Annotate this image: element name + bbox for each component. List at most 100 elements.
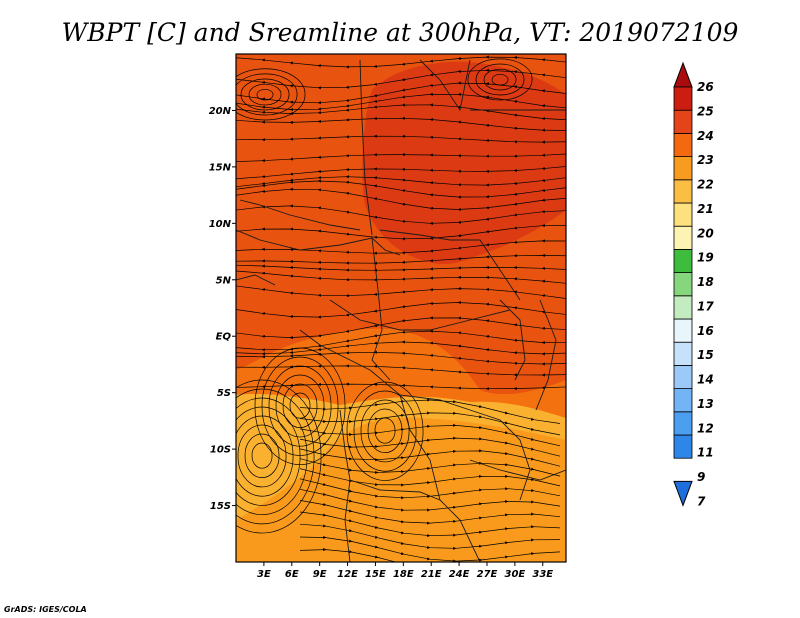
streamline <box>483 68 517 91</box>
colorbar-swatch <box>673 364 693 389</box>
colorbar-label: 17 <box>697 299 714 313</box>
streamline <box>299 458 561 477</box>
colorbar-label: 22 <box>697 178 714 192</box>
colorbar-label: 18 <box>697 275 714 289</box>
lat-tick-label: 5S <box>217 388 231 399</box>
country-border <box>236 274 276 286</box>
streamline <box>299 468 561 487</box>
country-border <box>379 229 521 301</box>
country-border <box>469 409 531 501</box>
streamline <box>236 350 566 366</box>
streamline <box>475 63 525 96</box>
colorbar-lower-arrow <box>673 480 693 507</box>
streamline <box>374 417 396 444</box>
streamline <box>360 399 410 463</box>
streamline <box>236 134 566 144</box>
lon-tick-label: 15E <box>365 569 386 580</box>
longitude-axis: 3E 6E 9E 12E 15E 18E 21E 24E 27E 30E 33E <box>257 562 553 580</box>
streamline <box>256 89 274 101</box>
colorbar-upper-arrow <box>673 61 693 88</box>
lat-tick-label: 20N <box>209 106 232 117</box>
streamline <box>289 392 311 419</box>
country-border <box>236 229 401 256</box>
lon-tick-label: 12E <box>337 569 358 580</box>
streamline <box>299 547 535 562</box>
country-border <box>239 199 361 231</box>
colorbar-label: 14 <box>697 373 714 387</box>
country-border <box>499 299 526 381</box>
streamline <box>236 204 566 225</box>
streamline <box>236 55 566 69</box>
lon-tick-label: 21E <box>421 569 442 580</box>
streamline <box>236 406 301 506</box>
streamline <box>299 436 561 457</box>
colorbar-label: 24 <box>697 129 714 143</box>
lon-tick-label: 3E <box>257 569 271 580</box>
lon-tick-label: 18E <box>393 569 414 580</box>
colorbar-label: 7 <box>697 494 706 508</box>
streamline <box>467 58 533 101</box>
streamline <box>236 103 566 121</box>
map-panel: 3E 6E 9E 12E 15E 18E 21E 24E 27E 30E 33E 20N 15N 10N… <box>209 53 567 580</box>
colorbar-swatch <box>673 132 693 157</box>
colorbar-label: 20 <box>697 226 714 240</box>
colorbar-label: 26 <box>697 80 714 94</box>
country-borders <box>236 59 566 562</box>
lat-tick-label: 15S <box>210 501 231 512</box>
streamlines <box>236 55 566 562</box>
streamline <box>236 379 322 534</box>
colorbar-label: 9 <box>697 470 705 484</box>
country-border <box>299 329 471 411</box>
colorbar-swatch <box>673 156 693 181</box>
country-border <box>359 59 373 236</box>
streamline <box>268 365 332 447</box>
streamline <box>254 347 346 466</box>
lat-tick-label: 15N <box>209 162 232 173</box>
streamline <box>236 68 306 121</box>
lon-tick-label: 33E <box>532 569 553 580</box>
streamline <box>236 116 566 132</box>
streamline <box>261 356 339 456</box>
colorbar-swatch <box>673 272 693 297</box>
streamline <box>236 73 298 116</box>
colorbar-swatch <box>673 318 693 343</box>
streamline <box>251 442 273 469</box>
streamline <box>282 383 318 428</box>
latitude-axis: 20N 15N 10N 5N EQ 5S 10S 15S <box>209 106 236 512</box>
colorbar-label: 23 <box>697 153 714 167</box>
streamline <box>353 390 417 472</box>
colorbar-swatch <box>673 179 693 204</box>
map-title: WBPT [C] and Sreamline at 300hPa, VT: 20… <box>62 18 739 47</box>
colorbar: 7 9 11 12 13 14 15 16 17 18 19 20 21 22 23 24 25 26 <box>673 61 714 508</box>
streamline <box>236 382 566 391</box>
streamline <box>236 270 566 284</box>
streamline <box>367 408 403 453</box>
streamline <box>236 264 566 272</box>
lon-tick-label: 24E <box>449 569 470 580</box>
lon-tick-label: 30E <box>504 569 525 580</box>
country-border <box>469 459 566 481</box>
streamline <box>240 78 290 111</box>
streamline <box>244 433 280 478</box>
lat-tick-label: 5N <box>216 275 232 286</box>
country-border <box>535 299 557 411</box>
streamline <box>236 166 566 180</box>
colorbar-swatch <box>673 86 693 111</box>
lon-tick-label: 9E <box>313 569 327 580</box>
streamline <box>236 223 566 241</box>
colorbar-swatch <box>673 434 693 459</box>
streamline <box>236 153 566 163</box>
streamline <box>299 448 561 467</box>
colorbar-swatch <box>673 388 693 413</box>
lat-tick-label: 10N <box>209 219 232 230</box>
lon-tick-label: 6E <box>285 569 299 580</box>
colorbar-label: 16 <box>697 324 714 338</box>
streamline <box>346 381 424 481</box>
credit-text: GrADS: IGES/COLA <box>4 605 87 614</box>
colorbar-label: 15 <box>697 348 714 362</box>
lon-tick-label: 27E <box>477 569 498 580</box>
lat-tick-label: EQ <box>216 332 232 343</box>
colorbar-label: 13 <box>697 397 714 411</box>
country-border <box>371 237 391 381</box>
streamline <box>491 74 509 86</box>
